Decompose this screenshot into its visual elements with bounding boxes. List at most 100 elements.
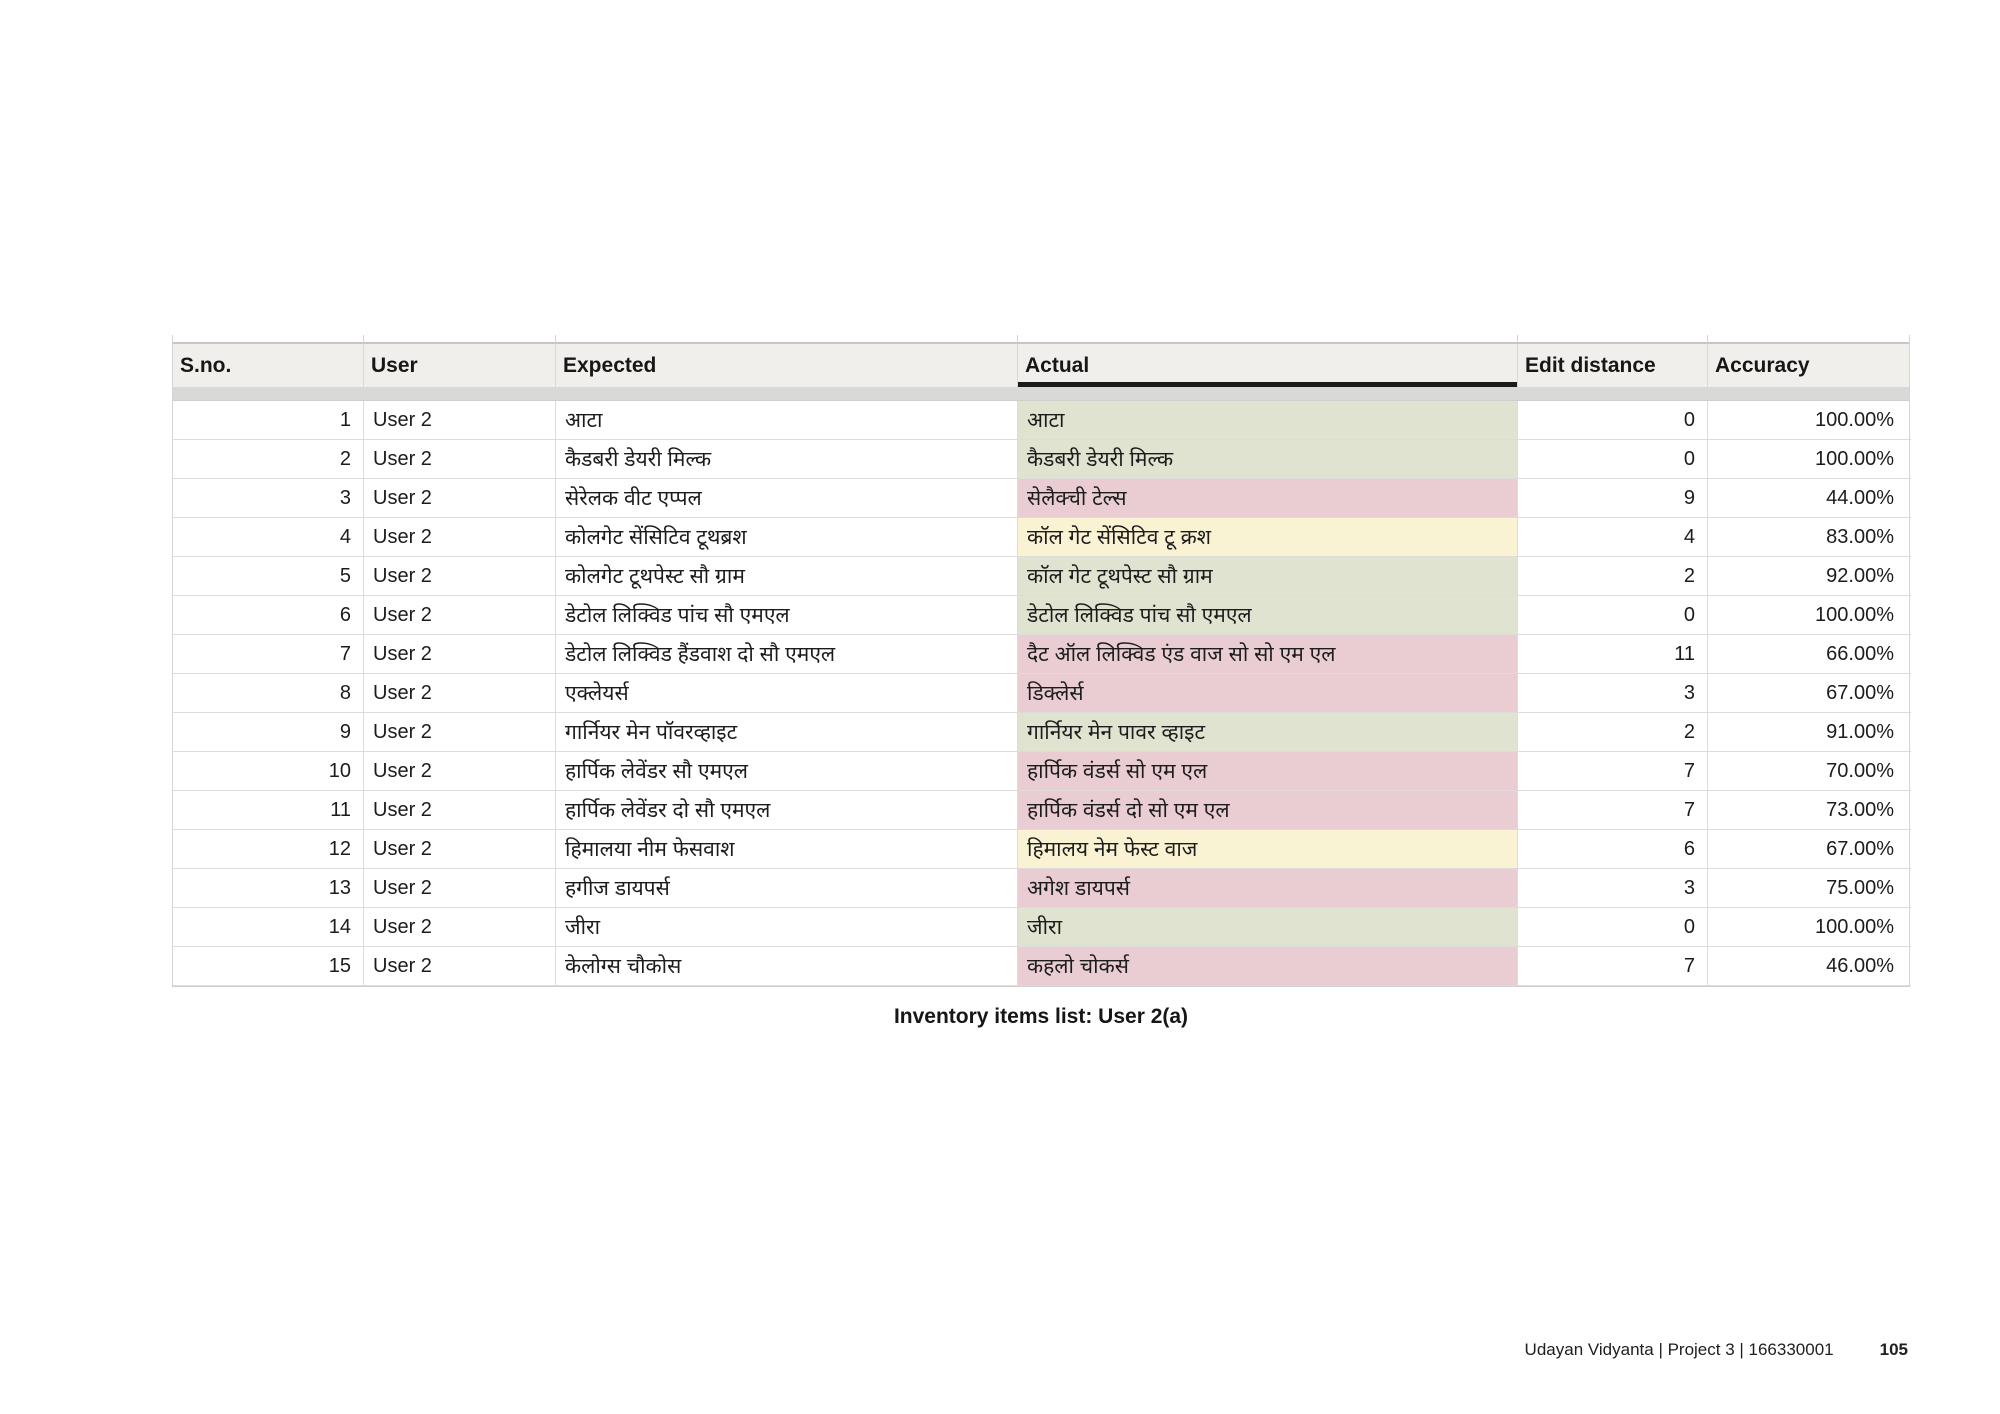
cell-accuracy: 46.00%: [1708, 947, 1911, 986]
cell-accuracy: 91.00%: [1708, 713, 1911, 752]
cell-user: User 2: [364, 947, 556, 986]
cell-expected: सेरेलक वीट एप्पल: [556, 479, 1018, 518]
cell-actual-mismatch: हार्पिक वंडर्स सो एम एल: [1018, 752, 1518, 791]
cell-expected: हिमालया नीम फेसवाश: [556, 830, 1018, 869]
table-top-clip-row: [173, 335, 1909, 344]
cell-expected: हगीज डायपर्स: [556, 869, 1018, 908]
cell-user: User 2: [364, 908, 556, 947]
cell-actual-mismatch: सेलैक्ची टेल्स: [1018, 479, 1518, 518]
cell-expected: जीरा: [556, 908, 1018, 947]
cell-user: User 2: [364, 830, 556, 869]
cell-actual-partial: कॉल गेट सेंसिटिव टू क्रश: [1018, 518, 1518, 557]
cell-actual-mismatch: दैट ऑल लिक्विड एंड वाज सो सो एम एल: [1018, 635, 1518, 674]
cell-actual-mismatch: हार्पिक वंडर्स दो सो एम एल: [1018, 791, 1518, 830]
cell-accuracy: 100.00%: [1708, 401, 1911, 440]
table-row: 8 User 2 एक्लेयर्स डिक्लेर्स 3 67.00%: [173, 674, 1911, 713]
cell-accuracy: 73.00%: [1708, 791, 1911, 830]
cell-expected: आटा: [556, 401, 1018, 440]
column-header-sno: S.no.: [173, 344, 364, 387]
cell-accuracy: 67.00%: [1708, 674, 1911, 713]
cell-user: User 2: [364, 440, 556, 479]
cell-actual-match: आटा: [1018, 401, 1518, 440]
cell-sno: 7: [173, 635, 364, 674]
cell-expected: हार्पिक लेवेंडर दो सौ एमएल: [556, 791, 1018, 830]
clip-cell-user: [364, 335, 556, 342]
clip-cell-expected: [556, 335, 1018, 342]
cell-sno: 12: [173, 830, 364, 869]
clip-cell-edit-distance: [1518, 335, 1708, 342]
column-header-edit-distance: Edit distance: [1518, 344, 1708, 387]
cell-edit-distance: 3: [1518, 869, 1708, 908]
cell-edit-distance: 7: [1518, 752, 1708, 791]
cell-accuracy: 83.00%: [1708, 518, 1911, 557]
cell-user: User 2: [364, 635, 556, 674]
table-header-row: S.no. User Expected Actual Edit distance Accu…: [173, 344, 1909, 387]
cell-actual-mismatch: कहलो चोकर्स: [1018, 947, 1518, 986]
cell-user: User 2: [364, 752, 556, 791]
column-header-user: User: [364, 344, 556, 387]
clip-cell-actual: [1018, 335, 1518, 342]
cell-edit-distance: 0: [1518, 908, 1708, 947]
table-row: 3 User 2 सेरेलक वीट एप्पल सेलैक्ची टेल्स 9 44…: [173, 479, 1911, 518]
inventory-results-table: S.no. User Expected Actual Edit distance Accu…: [172, 335, 1911, 987]
cell-user: User 2: [364, 674, 556, 713]
page-number: 105: [1879, 1340, 1908, 1359]
table-row: 5 User 2 कोलगेट टूथपेस्ट सौ ग्राम कॉल गेट ट…: [173, 557, 1911, 596]
table-row: 7 User 2 डेटोल लिक्विड हैंडवाश दो सौ एमएल द…: [173, 635, 1911, 674]
table-row: 12 User 2 हिमालया नीम फेसवाश हिमालय नेम फेस…: [173, 830, 1911, 869]
table-row: 4 User 2 कोलगेट सेंसिटिव टूथब्रश कॉल गेट से…: [173, 518, 1911, 557]
cell-expected: हार्पिक लेवेंडर सौ एमएल: [556, 752, 1018, 791]
table-row: 6 User 2 डेटोल लिक्विड पांच सौ एमएल डेटोल ल…: [173, 596, 1911, 635]
cell-expected: एक्लेयर्स: [556, 674, 1018, 713]
clip-cell-accuracy: [1708, 335, 1911, 342]
table-row: 11 User 2 हार्पिक लेवेंडर दो सौ एमएल हार्पि…: [173, 791, 1911, 830]
cell-sno: 5: [173, 557, 364, 596]
cell-sno: 9: [173, 713, 364, 752]
cell-edit-distance: 0: [1518, 596, 1708, 635]
table-row: 15 User 2 केलोग्स चौकोस कहलो चोकर्स 7 46.00%: [173, 947, 1911, 986]
cell-accuracy: 66.00%: [1708, 635, 1911, 674]
table-row: 2 User 2 कैडबरी डेयरी मिल्क कैडबरी डेयरी मि…: [173, 440, 1911, 479]
cell-accuracy: 100.00%: [1708, 596, 1911, 635]
cell-sno: 3: [173, 479, 364, 518]
cell-edit-distance: 3: [1518, 674, 1708, 713]
column-header-expected: Expected: [556, 344, 1018, 387]
cell-edit-distance: 0: [1518, 401, 1708, 440]
footer-author-project: Udayan Vidyanta | Project 3 | 166330001: [1524, 1340, 1834, 1359]
table-row: 9 User 2 गार्नियर मेन पॉवरव्हाइट गार्नियर म…: [173, 713, 1911, 752]
cell-sno: 6: [173, 596, 364, 635]
cell-sno: 2: [173, 440, 364, 479]
cell-user: User 2: [364, 596, 556, 635]
clip-cell-sno: [173, 335, 364, 342]
cell-sno: 15: [173, 947, 364, 986]
cell-expected: डेटोल लिक्विड पांच सौ एमएल: [556, 596, 1018, 635]
cell-sno: 4: [173, 518, 364, 557]
cell-edit-distance: 9: [1518, 479, 1708, 518]
page-footer: Udayan Vidyanta | Project 3 | 166330001 …: [1525, 1340, 1908, 1360]
cell-expected: कोलगेट टूथपेस्ट सौ ग्राम: [556, 557, 1018, 596]
cell-accuracy: 44.00%: [1708, 479, 1911, 518]
table-row: 10 User 2 हार्पिक लेवेंडर सौ एमएल हार्पिक व…: [173, 752, 1911, 791]
cell-edit-distance: 7: [1518, 791, 1708, 830]
table-row: 13 User 2 हगीज डायपर्स अगेश डायपर्स 3 75.00%: [173, 869, 1911, 908]
cell-sno: 10: [173, 752, 364, 791]
cell-actual-mismatch: अगेश डायपर्स: [1018, 869, 1518, 908]
cell-user: User 2: [364, 557, 556, 596]
cell-actual-match: कॉल गेट टूथपेस्ट सौ ग्राम: [1018, 557, 1518, 596]
cell-edit-distance: 7: [1518, 947, 1708, 986]
cell-edit-distance: 6: [1518, 830, 1708, 869]
cell-actual-mismatch: डिक्लेर्स: [1018, 674, 1518, 713]
cell-user: User 2: [364, 401, 556, 440]
cell-accuracy: 70.00%: [1708, 752, 1911, 791]
cell-user: User 2: [364, 713, 556, 752]
cell-edit-distance: 2: [1518, 557, 1708, 596]
cell-sno: 13: [173, 869, 364, 908]
column-header-actual: Actual: [1018, 344, 1518, 387]
cell-accuracy: 75.00%: [1708, 869, 1911, 908]
cell-actual-match: डेटोल लिक्विड पांच सौ एमएल: [1018, 596, 1518, 635]
frozen-row-divider: [173, 387, 1909, 401]
cell-actual-match: कैडबरी डेयरी मिल्क: [1018, 440, 1518, 479]
cell-user: User 2: [364, 518, 556, 557]
cell-accuracy: 67.00%: [1708, 830, 1911, 869]
cell-edit-distance: 4: [1518, 518, 1708, 557]
